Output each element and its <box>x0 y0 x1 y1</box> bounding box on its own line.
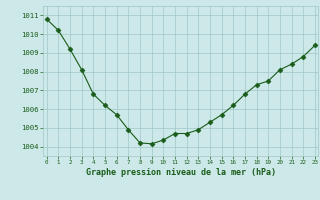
X-axis label: Graphe pression niveau de la mer (hPa): Graphe pression niveau de la mer (hPa) <box>86 168 276 177</box>
